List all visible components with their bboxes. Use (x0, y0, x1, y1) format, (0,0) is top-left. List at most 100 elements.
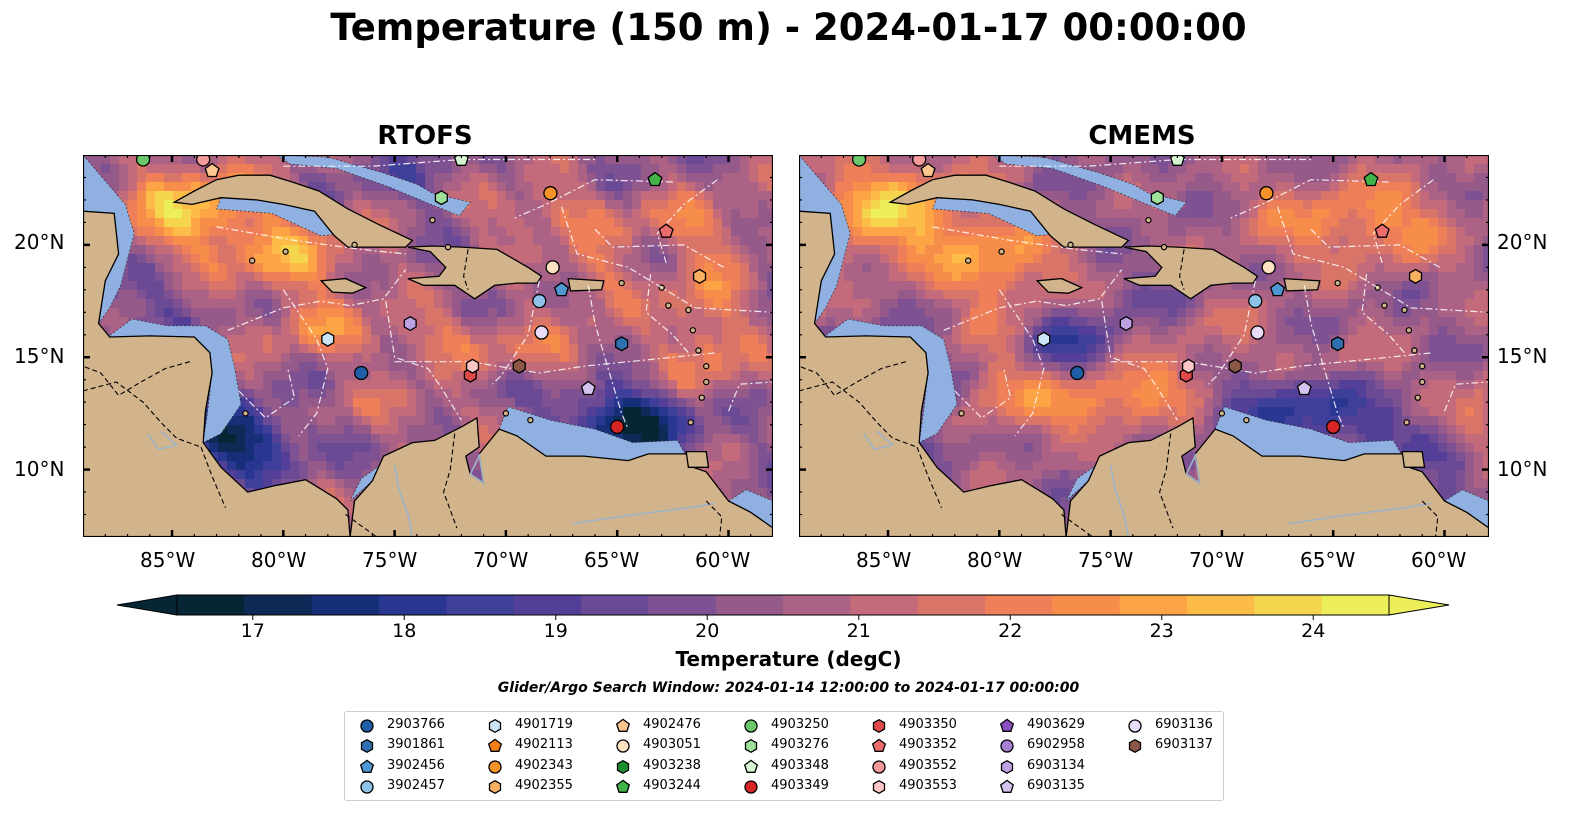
circle-marker-icon (1128, 719, 1142, 733)
float-marker-4902476 (920, 162, 936, 178)
lat-tick-label-right: 15°N (1497, 344, 1548, 368)
legend-marker-6903137 (1128, 739, 1142, 754)
land-jamaica (1035, 277, 1084, 294)
legend-label: 4903552 (899, 757, 957, 773)
float-marker-6903134 (403, 315, 417, 332)
legend-label: 4903250 (771, 717, 829, 732)
circle-marker-icon (744, 719, 758, 733)
legend-marker-4903348 (743, 759, 759, 773)
lat-tick-label-right: 10°N (1497, 457, 1548, 481)
lat-tick-label-right: 20°N (1497, 230, 1548, 254)
float-marker-4903349 (1326, 419, 1341, 435)
float-marker-4903276 (1150, 190, 1164, 206)
circle-marker-icon (616, 739, 630, 753)
legend-marker-4903553 (872, 779, 886, 794)
legend-label: 4903349 (771, 777, 829, 793)
legend-marker-4903629 (999, 718, 1015, 732)
float-marker-4902476 (204, 162, 220, 178)
float-marker-3902456 (553, 281, 570, 297)
legend-label: 6903134 (1027, 757, 1085, 773)
float-marker-4903348 (1169, 155, 1185, 166)
float-marker-4903250 (135, 155, 151, 167)
temperature-colorbar: 17 18 19 20 21 22 23 24 (116, 594, 1450, 642)
legend-marker-4903244 (615, 779, 631, 793)
lon-tick-label: 80°W (251, 548, 307, 572)
legend-marker-6903136 (1128, 719, 1142, 733)
legend-label: 4903276 (771, 737, 829, 753)
legend-label: 4903553 (899, 777, 957, 793)
float-marker-4903348 (453, 155, 469, 166)
hexagon-marker-icon (744, 739, 758, 754)
pentagon-marker-icon (487, 738, 503, 753)
float-legend: 2903766 3901861 3902456 3902457 4901719 49021… (344, 711, 1224, 801)
float-marker-4903352 (1374, 223, 1390, 238)
colorbar-tick-label: 17 (241, 620, 265, 642)
lon-tick-label: 65°W (584, 548, 640, 572)
colorbar-tick-label: 21 (847, 620, 871, 642)
colorbar-segment (917, 595, 986, 615)
figure-title: Temperature (150 m) - 2024-01-17 00:00:0… (330, 6, 1247, 49)
float-marker-4903553 (1181, 358, 1196, 374)
circle-marker-icon (1000, 739, 1014, 753)
land-centralAmerica (83, 155, 351, 537)
colorbar-segment (985, 595, 1053, 615)
float-marker-3902457 (1248, 293, 1263, 309)
land-trinidad (1401, 450, 1426, 468)
legend-label: 2903766 (387, 717, 445, 732)
pentagon-marker-icon (615, 718, 631, 732)
float-marker-4903250 (851, 155, 867, 167)
float-marker-4903051 (1261, 260, 1276, 275)
lon-tick-label: 65°W (1300, 548, 1356, 572)
colorbar-segment (850, 595, 919, 615)
legend-label: 4902113 (515, 737, 573, 753)
colorbar-segment (1119, 595, 1188, 615)
lat-tick-label-left: 15°N (14, 344, 65, 368)
float-marker-6903135 (580, 380, 596, 396)
float-markers (851, 155, 1423, 435)
float-marker-4903552 (912, 155, 927, 167)
legend-marker-3902456 (359, 759, 375, 773)
pentagon-marker-icon (615, 779, 631, 793)
hexagon-marker-icon (488, 779, 502, 794)
float-marker-4903051 (545, 260, 560, 275)
colorbar-segment (581, 595, 649, 615)
pentagon-marker-icon (999, 718, 1015, 732)
circle-marker-icon (360, 719, 374, 733)
legend-label: 4903051 (643, 737, 701, 753)
legend-marker-4903350 (872, 718, 886, 734)
legend-label: 4902476 (643, 717, 701, 732)
float-marker-4902355 (1408, 268, 1423, 284)
land-puertoRico (567, 277, 605, 292)
land-southAmerica (349, 416, 773, 537)
colorbar-extend-min (116, 594, 178, 616)
float-marker-4901719 (1037, 331, 1051, 347)
hexagon-marker-icon (616, 759, 630, 774)
hexagon-marker-icon (1128, 739, 1142, 754)
hexagon-marker-icon (488, 718, 502, 734)
float-marker-6903136 (1250, 325, 1265, 340)
float-marker-6903136 (534, 325, 549, 340)
colorbar-label: Temperature (degC) (675, 647, 902, 671)
colorbar-segment (446, 595, 515, 615)
float-marker-4903352 (658, 223, 674, 238)
colorbar-tick-label: 19 (544, 620, 568, 642)
lon-tick-label: 60°W (1411, 548, 1467, 572)
float-marker-3901861 (615, 336, 629, 352)
lon-tick-label: 75°W (362, 548, 418, 572)
float-marker-3902456 (1269, 281, 1286, 297)
legend-label: 3902456 (387, 757, 445, 773)
land-trinidad (685, 450, 710, 468)
legend-marker-6903134 (1000, 759, 1014, 774)
land-centralAmerica (799, 155, 1067, 537)
colorbar-tick-label: 24 (1301, 620, 1325, 642)
float-marker-4902343 (1259, 186, 1274, 201)
circle-marker-icon (744, 780, 758, 794)
pentagon-marker-icon (999, 779, 1015, 793)
float-marker-6903134 (1119, 315, 1133, 332)
lon-tick-label: 70°W (1189, 548, 1245, 572)
lat-tick-label-left: 10°N (14, 457, 65, 481)
legend-label: 4901719 (515, 717, 573, 732)
legend-label: 4902355 (515, 777, 573, 793)
legend-marker-4903276 (744, 739, 758, 754)
pentagon-marker-icon (871, 738, 887, 753)
